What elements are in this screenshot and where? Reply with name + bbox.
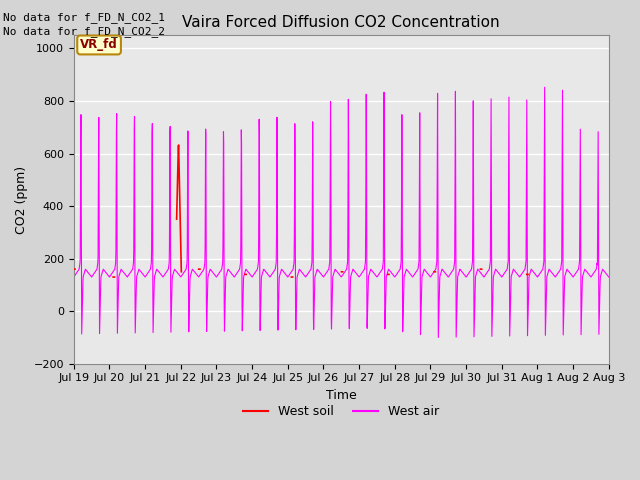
Text: No data for f_FD_N_CO2_2: No data for f_FD_N_CO2_2 bbox=[3, 26, 165, 37]
Y-axis label: CO2 (ppm): CO2 (ppm) bbox=[15, 166, 28, 234]
Text: No data for f_FD_N_CO2_1: No data for f_FD_N_CO2_1 bbox=[3, 12, 165, 23]
Legend: West soil, West air: West soil, West air bbox=[239, 400, 444, 423]
Title: Vaira Forced Diffusion CO2 Concentration: Vaira Forced Diffusion CO2 Concentration bbox=[182, 15, 500, 30]
X-axis label: Time: Time bbox=[326, 389, 356, 402]
Text: VR_fd: VR_fd bbox=[80, 38, 118, 51]
